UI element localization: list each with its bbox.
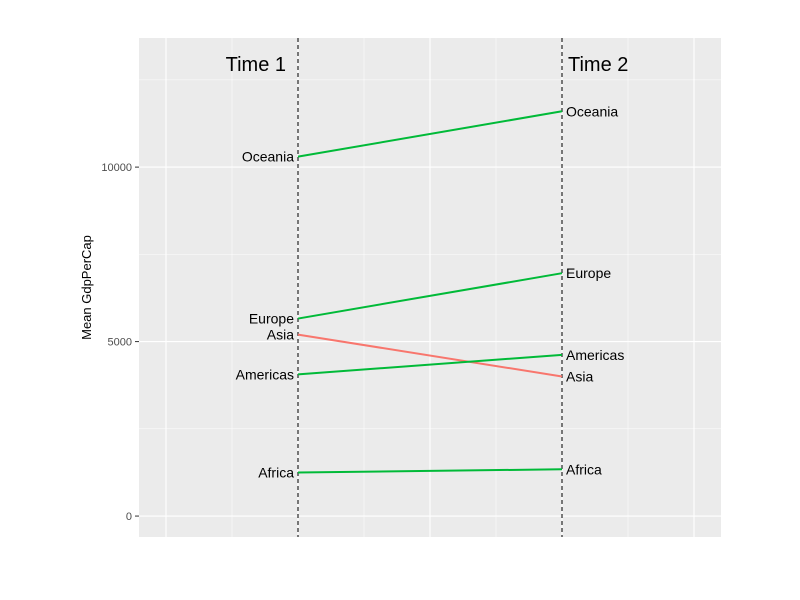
- series-lines: [297, 110, 563, 474]
- series-line-asia: [297, 333, 563, 378]
- grid-lines: [139, 38, 721, 537]
- label-time1-africa: Africa: [258, 464, 294, 480]
- y-axis-ticks: 0 5000 10000: [101, 162, 139, 523]
- y-tick-label: 5000: [108, 337, 132, 349]
- time-2-header: Time 2: [568, 54, 628, 76]
- label-time2-asia: Asia: [566, 368, 593, 384]
- label-time1-europe: Europe: [249, 311, 294, 327]
- series-line-oceania: [297, 110, 563, 158]
- time-headers: Time 1 Time 2: [226, 54, 629, 76]
- label-time2-americas: Americas: [566, 347, 624, 363]
- time-reference-lines: [297, 38, 563, 537]
- point-labels: OceaniaOceaniaEuropeEuropeAsiaAsiaAmeric…: [236, 103, 625, 480]
- time-1-header: Time 1: [226, 54, 286, 76]
- label-time2-europe: Europe: [566, 265, 611, 281]
- y-axis-title: Mean GdpPerCap: [79, 235, 94, 340]
- label-time1-asia: Asia: [267, 327, 294, 343]
- y-tick-label: 0: [126, 511, 132, 523]
- y-tick-label: 10000: [101, 162, 132, 174]
- series-line-europe: [297, 272, 563, 320]
- label-time2-africa: Africa: [566, 461, 602, 477]
- series-line-africa: [297, 468, 563, 474]
- label-time2-oceania: Oceania: [566, 103, 618, 119]
- series-line-americas: [297, 353, 563, 376]
- label-time1-americas: Americas: [236, 366, 294, 382]
- label-time1-oceania: Oceania: [242, 149, 294, 165]
